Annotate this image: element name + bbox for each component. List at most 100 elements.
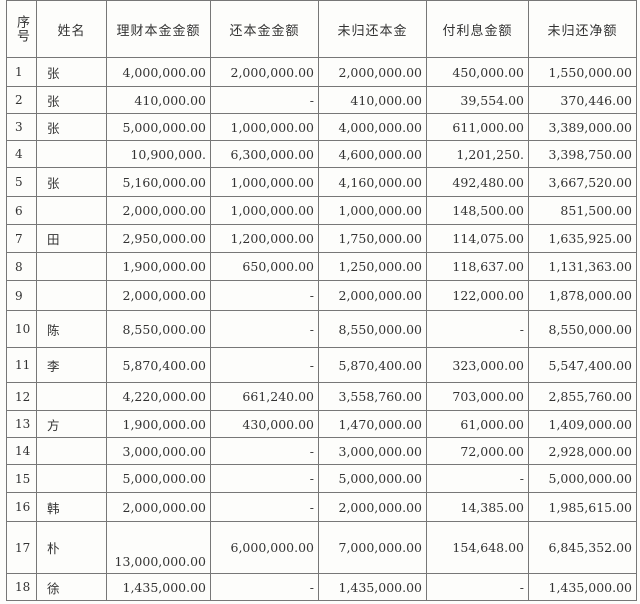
amount-cell: 1,000,000.00 bbox=[318, 196, 427, 225]
name-cell: 方 bbox=[36, 410, 107, 438]
amount-cell: 3,667,520.00 bbox=[528, 167, 637, 197]
amount-cell: 154,648.00 bbox=[426, 521, 529, 574]
amount-cell: 39,554.00 bbox=[426, 86, 529, 114]
row-number: 1 bbox=[6, 57, 37, 87]
amount-cell: 1,409,000.00 bbox=[528, 410, 637, 438]
amount-cell: 1,550,000.00 bbox=[528, 57, 637, 87]
data-row: 14 3,000,000.00-3,000,000.00 72,000.00 2,92… bbox=[6, 437, 637, 465]
amount-cell: 5,000,000.00 bbox=[106, 464, 211, 493]
amount-cell: 4,000,000.00 bbox=[318, 113, 427, 141]
amount-cell: 13,000,000.00 bbox=[106, 521, 211, 574]
amount-cell: 7,000,000.00 bbox=[318, 521, 427, 574]
data-row: 10 陈 8,550,000.00-8,550,000.00-8,550,000.0… bbox=[6, 310, 637, 348]
amount-cell: 3,558,760.00 bbox=[318, 382, 427, 411]
amount-cell: 2,950,000.00 bbox=[106, 224, 211, 253]
amount-cell: 1,750,000.00 bbox=[318, 224, 427, 253]
amount-cell: 122,000.00 bbox=[426, 280, 529, 311]
amount-cell: - bbox=[210, 86, 319, 114]
amount-cell: - bbox=[210, 347, 319, 383]
amount-cell: 61,000.00 bbox=[426, 410, 529, 438]
data-row: 6 2,000,000.00 1,000,000.00 1,000,000.00 148… bbox=[6, 196, 637, 225]
amount-cell: 370,446.00 bbox=[528, 86, 637, 114]
data-row: 7 田 2,950,000.00 1,200,000.00 1,750,000.00 11… bbox=[6, 224, 637, 253]
amount-cell: 6,300,000.00 bbox=[210, 140, 319, 168]
name-cell: 张 bbox=[36, 167, 107, 197]
name-cell: 韩 bbox=[36, 492, 107, 522]
amount-cell: 8,550,000.00 bbox=[528, 310, 637, 348]
amount-cell: 72,000.00 bbox=[426, 437, 529, 465]
amount-cell: 1,470,000.00 bbox=[318, 410, 427, 438]
amount-cell: 2,000,000.00 bbox=[318, 280, 427, 311]
amount-cell: 410,000.00 bbox=[318, 86, 427, 114]
amount-cell: 2,000,000.00 bbox=[318, 57, 427, 87]
data-row: 3 张 5,000,000.00 1,000,000.00 4,000,000.00 61… bbox=[6, 113, 637, 141]
data-row: 18 徐 1,435,000.00-1,435,000.00-1,435,000.0… bbox=[6, 573, 637, 601]
data-row: 13 方 1,900,000.00 430,000.00 1,470,000.00 61,… bbox=[6, 410, 637, 438]
amount-cell: - bbox=[426, 573, 529, 601]
row-number: 4 bbox=[6, 140, 37, 168]
amount-cell: 1,985,615.00 bbox=[528, 492, 637, 522]
amount-cell: 1,435,000.00 bbox=[528, 573, 637, 601]
name-cell: 田 bbox=[36, 224, 107, 253]
amount-cell: 1,435,000.00 bbox=[106, 573, 211, 601]
amount-cell: 8,550,000.00 bbox=[106, 310, 211, 348]
amount-cell: 5,870,400.00 bbox=[106, 347, 211, 383]
amount-cell: 661,240.00 bbox=[210, 382, 319, 411]
row-number: 7 bbox=[6, 224, 37, 253]
amount-cell: 1,878,000.00 bbox=[528, 280, 637, 311]
amount-cell: - bbox=[210, 492, 319, 522]
name-cell: 陈 bbox=[36, 310, 107, 348]
row-number: 16 bbox=[6, 492, 37, 522]
amount-cell: 5,000,000.00 bbox=[318, 464, 427, 493]
amount-cell: 5,547,400.00 bbox=[528, 347, 637, 383]
data-row: 1 张 4,000,000.00 2,000,000.00 2,000,000.00 45… bbox=[6, 57, 637, 87]
amount-cell: 8,550,000.00 bbox=[318, 310, 427, 348]
amount-cell: 410,000.00 bbox=[106, 86, 211, 114]
amount-cell: 650,000.00 bbox=[210, 252, 319, 281]
header-cell: 未归还净额 bbox=[528, 0, 637, 58]
header-cell: 姓名 bbox=[36, 0, 107, 58]
name-cell bbox=[36, 140, 107, 168]
name-cell bbox=[36, 196, 107, 225]
data-row: 5 张 5,160,000.00 1,000,000.00 4,160,000.00 49… bbox=[6, 167, 637, 197]
data-row: 4 10,900,000. 6,300,000.00 4,600,000.00 1,20… bbox=[6, 140, 637, 168]
data-row: 12 4,220,000.00 661,240.00 3,558,760.00 703,… bbox=[6, 382, 637, 411]
amount-cell: 1,201,250. bbox=[426, 140, 529, 168]
amount-cell: 3,000,000.00 bbox=[318, 437, 427, 465]
amount-cell: 1,000,000.00 bbox=[210, 196, 319, 225]
amount-cell: - bbox=[426, 310, 529, 348]
name-cell: 张 bbox=[36, 57, 107, 87]
row-number: 10 bbox=[6, 310, 37, 348]
data-row: 17 朴 13,000,000.00 6,000,000.00 7,000,000.00… bbox=[6, 521, 637, 574]
row-number: 5 bbox=[6, 167, 37, 197]
amount-cell: 1,000,000.00 bbox=[210, 167, 319, 197]
row-number: 6 bbox=[6, 196, 37, 225]
amount-cell: 703,000.00 bbox=[426, 382, 529, 411]
amount-cell: 5,000,000.00 bbox=[106, 113, 211, 141]
amount-cell: 5,160,000.00 bbox=[106, 167, 211, 197]
header-cell: 序号 bbox=[6, 0, 37, 58]
amount-cell: - bbox=[210, 310, 319, 348]
row-number: 15 bbox=[6, 464, 37, 493]
amount-cell: 1,900,000.00 bbox=[106, 410, 211, 438]
amount-cell: 4,160,000.00 bbox=[318, 167, 427, 197]
amount-cell: 6,845,352.00 bbox=[528, 521, 637, 574]
amount-cell: 2,928,000.00 bbox=[528, 437, 637, 465]
amount-cell: 14,385.00 bbox=[426, 492, 529, 522]
amount-cell: 1,635,925.00 bbox=[528, 224, 637, 253]
header-cell: 还本金金额 bbox=[210, 0, 319, 58]
name-cell bbox=[36, 382, 107, 411]
amount-cell: 1,435,000.00 bbox=[318, 573, 427, 601]
name-cell: 张 bbox=[36, 113, 107, 141]
data-row: 2 张 410,000.00-410,000.00 39,554.00 370,446.… bbox=[6, 86, 637, 114]
name-cell bbox=[36, 280, 107, 311]
row-number: 18 bbox=[6, 573, 37, 601]
row-number: 11 bbox=[6, 347, 37, 383]
header-cell: 理财本金金额 bbox=[106, 0, 211, 58]
amount-cell: 851,500.00 bbox=[528, 196, 637, 225]
row-number: 14 bbox=[6, 437, 37, 465]
row-number: 12 bbox=[6, 382, 37, 411]
amount-cell: 2,000,000.00 bbox=[106, 492, 211, 522]
amount-cell: 1,900,000.00 bbox=[106, 252, 211, 281]
row-number: 8 bbox=[6, 252, 37, 281]
